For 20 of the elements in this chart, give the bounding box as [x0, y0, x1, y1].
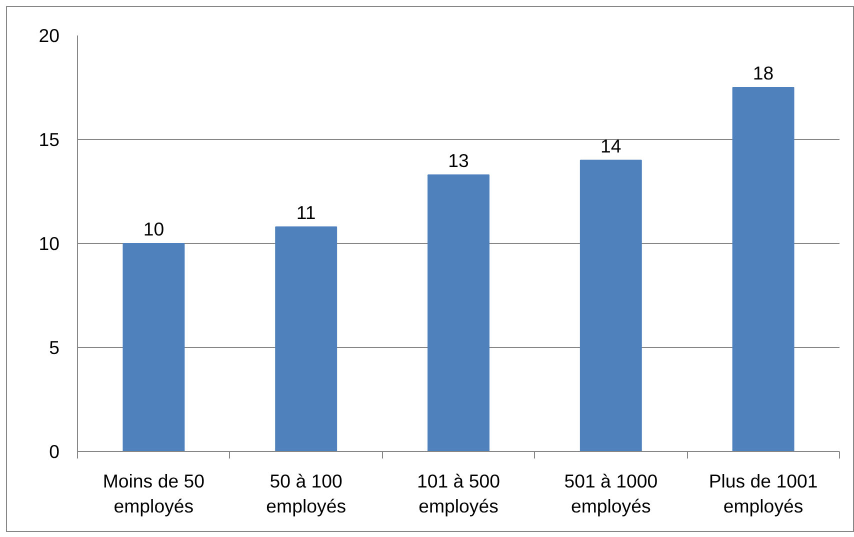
- bar: [275, 226, 338, 452]
- x-tick-label: 50 à 100 employés: [266, 470, 346, 517]
- bar: [122, 243, 185, 452]
- y-tick-label: 5: [49, 337, 60, 358]
- x-tick-label: Plus de 1001 employés: [708, 470, 818, 517]
- y-tick-label: 20: [38, 25, 60, 46]
- x-tick-label: 101 à 500 employés: [417, 470, 500, 517]
- data-label: 11: [296, 202, 316, 223]
- data-label: 13: [448, 150, 469, 171]
- bar: [732, 87, 794, 452]
- data-label: 14: [600, 135, 622, 156]
- y-tick-label: 15: [38, 129, 60, 150]
- y-tick-label: 0: [49, 441, 60, 462]
- data-label: 10: [143, 218, 164, 240]
- x-tick-label: Moins de 50 employés: [102, 470, 205, 517]
- y-tick-label: 10: [38, 233, 60, 254]
- x-tick-label: 501 à 1000 employés: [564, 470, 658, 517]
- bar: [428, 174, 490, 452]
- bar: [580, 160, 642, 452]
- data-label: 18: [752, 62, 774, 84]
